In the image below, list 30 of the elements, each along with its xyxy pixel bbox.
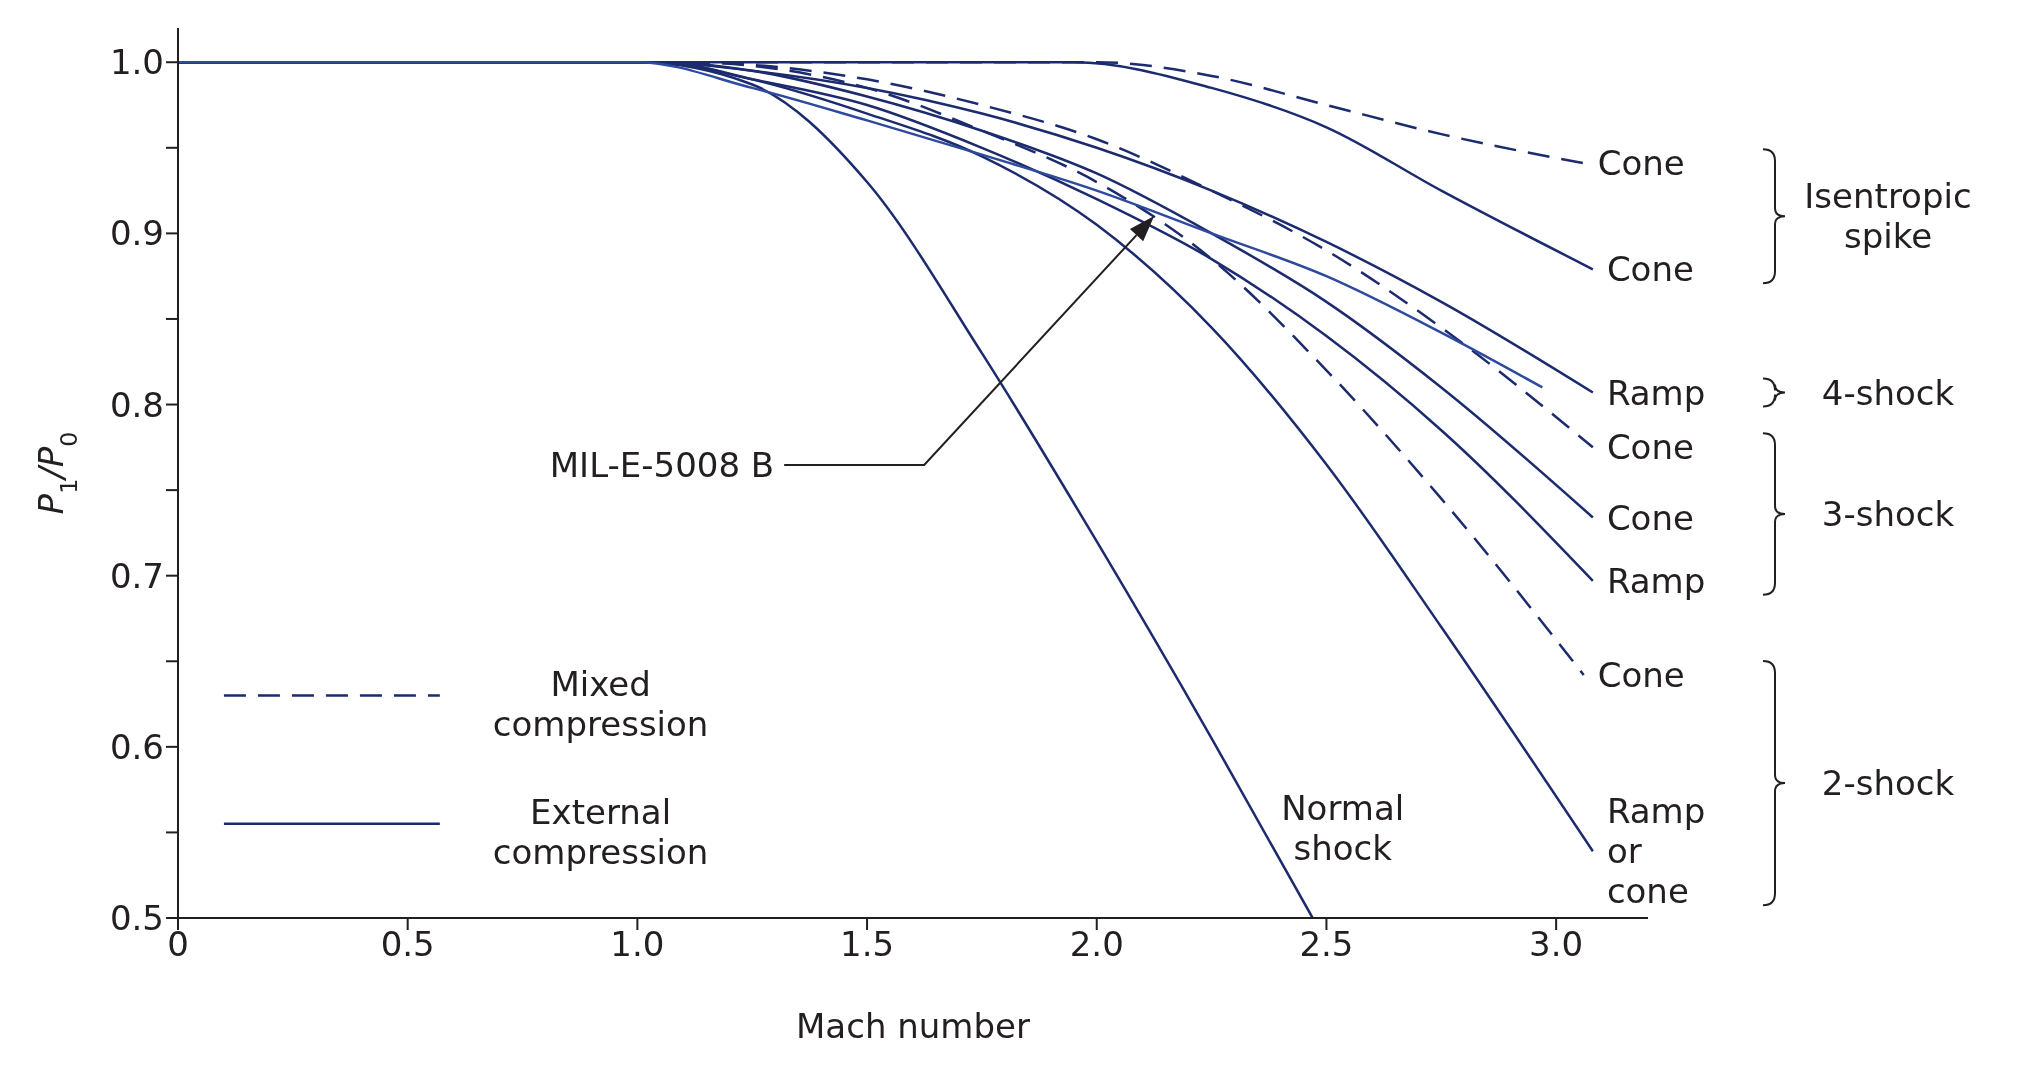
y-tick-label: 0.9 [109,213,164,254]
text: 3-shock [1821,494,1955,535]
series-label: Cone [1606,249,1694,290]
x-tick-label: 3.0 [1529,924,1584,965]
annotation: MIL-E-5008 B [549,444,775,485]
y-tick-label: 0.8 [109,384,164,425]
x-tick-label: 0.5 [380,924,435,965]
y-tick-label: 0.7 [109,555,164,596]
series-label: Ramp [1606,372,1706,413]
text: 4-shock [1821,372,1955,413]
series-label: Normal shock [1281,788,1405,868]
y-tick-label: 0.6 [109,726,164,767]
annotation: External compression [492,792,709,873]
y-tick-label: 0.5 [109,898,164,939]
y-tick-label: 1.0 [109,42,164,83]
x-tick-label: 2.5 [1299,924,1354,965]
series-label: Cone [1597,143,1685,184]
x-axis-title: Mach number [796,1006,1030,1046]
text: 2-shock [1821,763,1955,804]
x-tick-label: 0 [167,924,189,965]
series-label: Cone [1597,654,1685,695]
x-tick-label: 1.5 [840,924,895,965]
text: Isentropic spike [1804,176,1972,257]
annotation: Mixed compression [492,664,709,745]
x-tick-label: 2.0 [1069,924,1124,965]
series-label: Cone [1606,427,1694,468]
series-label: Ramp [1606,560,1706,601]
series-label: Cone [1606,497,1694,538]
series-label: Ramp or cone [1606,791,1706,912]
x-tick-label: 1.0 [610,924,665,965]
